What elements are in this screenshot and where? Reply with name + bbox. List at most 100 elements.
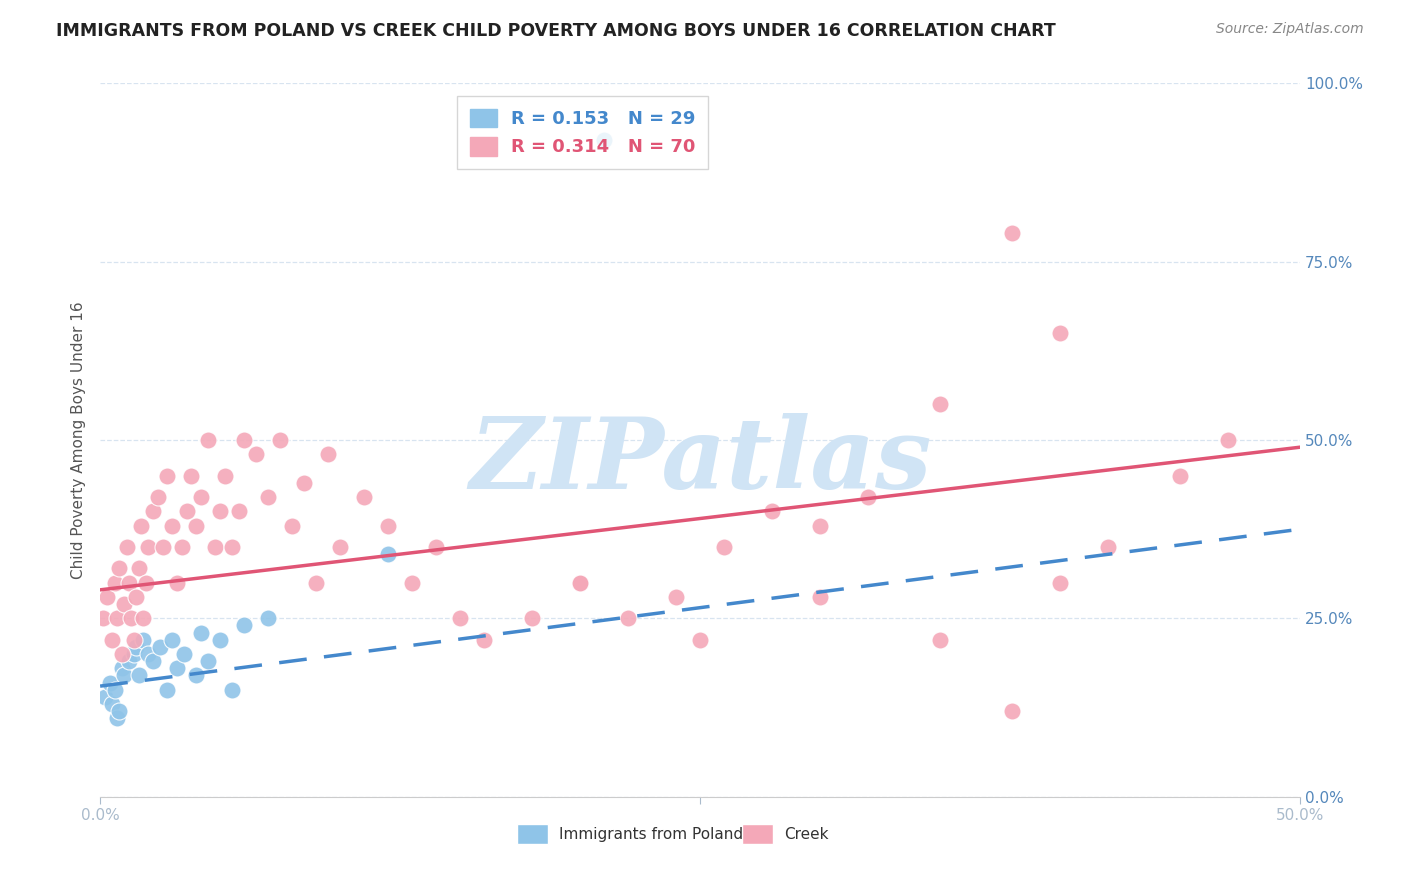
Point bbox=[197, 654, 219, 668]
Point bbox=[96, 590, 118, 604]
Point bbox=[180, 468, 202, 483]
Point bbox=[105, 711, 128, 725]
Point bbox=[569, 575, 592, 590]
Point bbox=[173, 647, 195, 661]
Point bbox=[115, 540, 138, 554]
Point bbox=[190, 490, 212, 504]
Point bbox=[292, 475, 315, 490]
Point bbox=[103, 575, 125, 590]
Point bbox=[808, 518, 831, 533]
Point bbox=[160, 632, 183, 647]
Point bbox=[166, 575, 188, 590]
Point bbox=[118, 575, 141, 590]
Point bbox=[569, 575, 592, 590]
Point bbox=[128, 561, 150, 575]
Point bbox=[353, 490, 375, 504]
Point bbox=[112, 668, 135, 682]
Point bbox=[132, 611, 155, 625]
Point bbox=[425, 540, 447, 554]
Point bbox=[269, 433, 291, 447]
Point bbox=[214, 468, 236, 483]
Point bbox=[209, 632, 232, 647]
Point bbox=[257, 490, 280, 504]
Point bbox=[1001, 226, 1024, 240]
Point bbox=[156, 682, 179, 697]
Point bbox=[856, 490, 879, 504]
Point bbox=[1049, 575, 1071, 590]
Point bbox=[197, 433, 219, 447]
Point bbox=[1001, 704, 1024, 718]
Point bbox=[132, 632, 155, 647]
Point bbox=[166, 661, 188, 675]
Point bbox=[689, 632, 711, 647]
Point bbox=[122, 632, 145, 647]
Point bbox=[401, 575, 423, 590]
Point bbox=[257, 611, 280, 625]
Point bbox=[329, 540, 352, 554]
Point bbox=[1097, 540, 1119, 554]
Point bbox=[160, 518, 183, 533]
Point bbox=[377, 547, 399, 561]
Point bbox=[108, 704, 131, 718]
Point bbox=[593, 134, 616, 148]
Point bbox=[449, 611, 471, 625]
Point bbox=[118, 654, 141, 668]
Point bbox=[111, 647, 134, 661]
Point bbox=[146, 490, 169, 504]
Point bbox=[152, 540, 174, 554]
Point bbox=[135, 575, 157, 590]
Point bbox=[176, 504, 198, 518]
Point bbox=[125, 640, 148, 654]
Point bbox=[98, 675, 121, 690]
Point bbox=[665, 590, 688, 604]
Point bbox=[156, 468, 179, 483]
Point bbox=[149, 640, 172, 654]
Point bbox=[316, 447, 339, 461]
Point bbox=[120, 611, 142, 625]
Text: ZIPatlas: ZIPatlas bbox=[468, 413, 931, 509]
Point bbox=[108, 561, 131, 575]
Point bbox=[245, 447, 267, 461]
Point bbox=[228, 504, 250, 518]
Y-axis label: Child Poverty Among Boys Under 16: Child Poverty Among Boys Under 16 bbox=[72, 301, 86, 579]
Point bbox=[233, 433, 256, 447]
Point bbox=[1049, 326, 1071, 340]
Point bbox=[209, 504, 232, 518]
Point bbox=[233, 618, 256, 632]
Point bbox=[520, 611, 543, 625]
Point bbox=[125, 590, 148, 604]
Point bbox=[105, 611, 128, 625]
Point bbox=[122, 647, 145, 661]
Point bbox=[377, 518, 399, 533]
Text: IMMIGRANTS FROM POLAND VS CREEK CHILD POVERTY AMONG BOYS UNDER 16 CORRELATION CH: IMMIGRANTS FROM POLAND VS CREEK CHILD PO… bbox=[56, 22, 1056, 40]
Text: Source: ZipAtlas.com: Source: ZipAtlas.com bbox=[1216, 22, 1364, 37]
Point bbox=[142, 504, 165, 518]
Point bbox=[1216, 433, 1239, 447]
Point bbox=[190, 625, 212, 640]
Point bbox=[112, 597, 135, 611]
Point bbox=[1168, 468, 1191, 483]
Point bbox=[221, 682, 243, 697]
Point bbox=[101, 697, 124, 711]
Point bbox=[111, 661, 134, 675]
Text: Immigrants from Poland: Immigrants from Poland bbox=[560, 827, 744, 842]
Point bbox=[91, 611, 114, 625]
Text: Creek: Creek bbox=[785, 827, 830, 842]
Point bbox=[136, 647, 159, 661]
Point bbox=[929, 397, 952, 411]
Point bbox=[221, 540, 243, 554]
Point bbox=[129, 518, 152, 533]
Point bbox=[929, 632, 952, 647]
Point bbox=[617, 611, 640, 625]
Point bbox=[713, 540, 735, 554]
Legend: R = 0.153   N = 29, R = 0.314   N = 70: R = 0.153 N = 29, R = 0.314 N = 70 bbox=[457, 96, 709, 169]
Point bbox=[136, 540, 159, 554]
Point bbox=[305, 575, 328, 590]
Point bbox=[472, 632, 495, 647]
Point bbox=[128, 668, 150, 682]
Point bbox=[761, 504, 783, 518]
Point bbox=[184, 518, 207, 533]
Point bbox=[170, 540, 193, 554]
Point bbox=[184, 668, 207, 682]
Point bbox=[101, 632, 124, 647]
